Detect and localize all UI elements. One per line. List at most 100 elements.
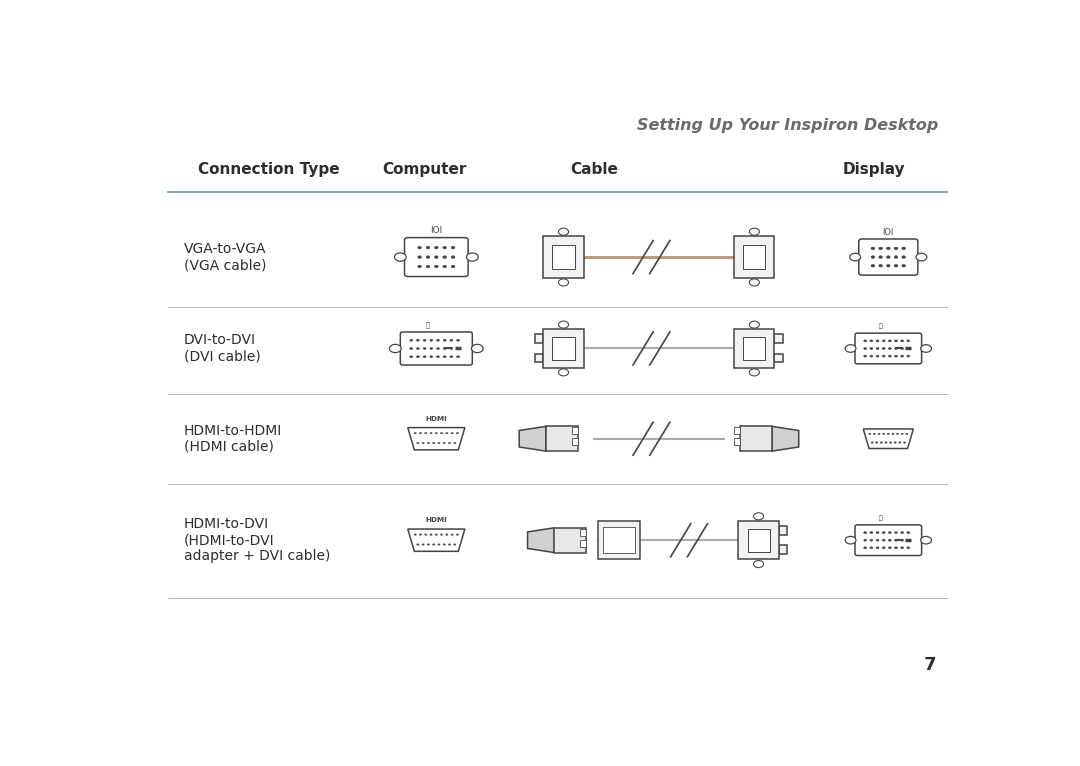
- Circle shape: [558, 228, 568, 235]
- Polygon shape: [408, 529, 464, 552]
- Circle shape: [872, 442, 874, 444]
- Circle shape: [878, 433, 880, 434]
- Circle shape: [750, 279, 759, 286]
- FancyBboxPatch shape: [535, 335, 543, 343]
- Circle shape: [451, 534, 454, 535]
- FancyBboxPatch shape: [543, 237, 583, 278]
- Circle shape: [457, 348, 460, 349]
- Circle shape: [394, 253, 406, 261]
- Circle shape: [879, 264, 882, 267]
- Circle shape: [454, 442, 456, 444]
- Circle shape: [887, 433, 890, 434]
- Circle shape: [869, 539, 873, 542]
- Text: Computer: Computer: [382, 162, 467, 178]
- Circle shape: [869, 340, 873, 342]
- Circle shape: [451, 265, 455, 268]
- Text: ⬜: ⬜: [879, 516, 882, 521]
- Circle shape: [443, 348, 446, 349]
- Circle shape: [901, 539, 904, 542]
- Circle shape: [433, 442, 435, 444]
- Text: HDMI: HDMI: [754, 433, 758, 445]
- Circle shape: [418, 265, 421, 268]
- Polygon shape: [519, 427, 546, 451]
- Circle shape: [409, 355, 413, 358]
- Text: HDMI: HDMI: [568, 534, 572, 546]
- FancyBboxPatch shape: [543, 329, 583, 368]
- Circle shape: [885, 442, 887, 444]
- Circle shape: [906, 433, 908, 434]
- Circle shape: [433, 544, 435, 545]
- Circle shape: [894, 256, 897, 258]
- Circle shape: [896, 433, 899, 434]
- FancyBboxPatch shape: [743, 244, 766, 270]
- Circle shape: [903, 442, 905, 444]
- Circle shape: [436, 355, 440, 358]
- Text: HDMI: HDMI: [559, 433, 564, 445]
- Circle shape: [441, 534, 443, 535]
- Circle shape: [882, 355, 886, 357]
- Circle shape: [894, 348, 897, 349]
- FancyBboxPatch shape: [779, 526, 787, 535]
- Circle shape: [889, 355, 891, 357]
- Circle shape: [435, 432, 437, 434]
- Circle shape: [864, 348, 867, 349]
- Circle shape: [869, 547, 873, 549]
- Text: Cable: Cable: [570, 162, 618, 178]
- Circle shape: [424, 432, 427, 434]
- Circle shape: [887, 247, 890, 250]
- Circle shape: [417, 348, 419, 349]
- Circle shape: [846, 345, 856, 352]
- Circle shape: [417, 442, 419, 444]
- Circle shape: [882, 539, 886, 542]
- Circle shape: [876, 539, 879, 542]
- Circle shape: [892, 433, 894, 434]
- Circle shape: [894, 547, 897, 549]
- Circle shape: [434, 265, 438, 268]
- Circle shape: [457, 534, 459, 535]
- Circle shape: [894, 340, 897, 342]
- Circle shape: [446, 432, 448, 434]
- Circle shape: [436, 339, 440, 342]
- Circle shape: [423, 348, 427, 349]
- Circle shape: [435, 534, 437, 535]
- FancyBboxPatch shape: [734, 438, 740, 445]
- Circle shape: [907, 532, 909, 534]
- Circle shape: [437, 442, 440, 444]
- FancyBboxPatch shape: [401, 332, 472, 365]
- Text: IOI: IOI: [430, 226, 443, 235]
- Circle shape: [869, 532, 873, 534]
- Polygon shape: [863, 429, 914, 449]
- Circle shape: [409, 348, 413, 349]
- Circle shape: [437, 544, 440, 545]
- Circle shape: [899, 442, 901, 444]
- Circle shape: [434, 256, 438, 258]
- Circle shape: [907, 340, 909, 342]
- Circle shape: [879, 256, 882, 258]
- Text: Display: Display: [842, 162, 905, 178]
- Text: DVI-to-DVI
(DVI cable): DVI-to-DVI (DVI cable): [184, 333, 260, 364]
- Circle shape: [907, 348, 909, 349]
- Circle shape: [441, 432, 443, 434]
- Circle shape: [422, 442, 424, 444]
- FancyBboxPatch shape: [743, 337, 766, 360]
- Circle shape: [876, 442, 878, 444]
- Circle shape: [874, 433, 876, 434]
- Circle shape: [430, 432, 432, 434]
- Text: HDMI-to-DVI
(HDMI-to-DVI
adapter + DVI cable): HDMI-to-DVI (HDMI-to-DVI adapter + DVI c…: [184, 517, 329, 563]
- FancyBboxPatch shape: [580, 540, 586, 547]
- Circle shape: [419, 534, 421, 535]
- Circle shape: [427, 256, 430, 258]
- FancyBboxPatch shape: [598, 521, 639, 559]
- Circle shape: [417, 544, 419, 545]
- Circle shape: [880, 442, 882, 444]
- Circle shape: [443, 355, 446, 358]
- FancyBboxPatch shape: [553, 337, 575, 360]
- FancyBboxPatch shape: [740, 427, 772, 451]
- Circle shape: [876, 547, 879, 549]
- Circle shape: [869, 348, 873, 349]
- Circle shape: [451, 247, 455, 249]
- Circle shape: [907, 355, 909, 357]
- Circle shape: [451, 256, 455, 258]
- Circle shape: [414, 534, 416, 535]
- Circle shape: [754, 512, 764, 520]
